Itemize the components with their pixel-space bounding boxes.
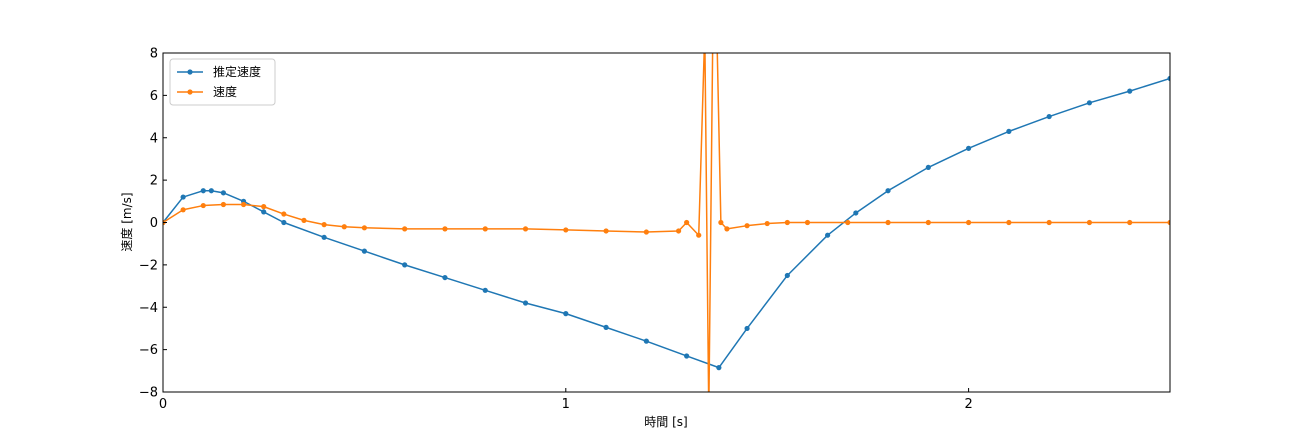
data-point xyxy=(825,232,831,238)
series-1 xyxy=(163,29,1170,416)
data-point xyxy=(361,225,367,231)
data-point xyxy=(1046,219,1052,226)
data-point xyxy=(321,222,327,228)
data-point xyxy=(845,219,851,226)
data-point xyxy=(696,232,702,238)
y-tick-label: −6 xyxy=(139,343,158,358)
legend-label-estimated: 推定速度 xyxy=(213,64,261,79)
legend-marker-speed xyxy=(187,89,193,95)
data-point xyxy=(261,209,267,215)
data-point xyxy=(301,217,307,223)
data-point xyxy=(240,201,247,208)
legend-marker-estimated xyxy=(187,69,193,75)
data-point xyxy=(716,365,722,371)
data-point xyxy=(208,188,214,194)
data-point xyxy=(724,226,730,232)
data-point xyxy=(718,219,724,226)
data-point xyxy=(643,229,649,235)
data-point xyxy=(261,204,267,210)
data-point xyxy=(442,274,448,281)
data-point xyxy=(321,234,327,240)
series-layer xyxy=(163,29,1170,416)
y-tick-label: −8 xyxy=(139,386,158,401)
data-point xyxy=(1086,219,1093,226)
data-point xyxy=(200,202,206,209)
data-point xyxy=(702,29,707,34)
data-point xyxy=(180,207,186,213)
data-point xyxy=(925,219,931,226)
data-point xyxy=(1167,75,1170,82)
legend: 推定速度 速度 xyxy=(169,58,276,106)
legend-label-speed: 速度 xyxy=(213,84,237,99)
data-point xyxy=(1086,100,1093,106)
x-tick-label: 1 xyxy=(562,397,570,412)
data-point xyxy=(281,219,287,226)
data-point xyxy=(764,220,770,227)
data-point xyxy=(522,226,529,232)
data-point xyxy=(442,226,448,232)
data-point xyxy=(925,164,931,171)
data-point xyxy=(885,219,891,226)
series-line xyxy=(163,53,1170,392)
x-tick-label: 0 xyxy=(159,397,167,412)
y-tick-label: −2 xyxy=(139,258,158,273)
data-point xyxy=(200,188,206,194)
data-point xyxy=(220,190,227,196)
ticks-layer: 0 1 2 −8 −6 −4 −2 0 2 4 6 8 xyxy=(139,47,973,413)
data-point xyxy=(643,338,649,344)
data-point xyxy=(341,224,347,230)
data-point xyxy=(603,324,609,330)
data-point xyxy=(966,219,972,226)
data-point xyxy=(744,325,750,332)
data-point xyxy=(706,411,711,416)
y-tick-label: 0 xyxy=(150,216,158,231)
y-tick-label: 6 xyxy=(150,89,158,104)
data-point xyxy=(1006,219,1012,226)
data-point xyxy=(563,311,569,317)
data-point xyxy=(784,272,790,279)
data-point xyxy=(684,353,690,359)
data-point xyxy=(710,29,715,34)
data-point xyxy=(361,248,367,254)
data-point xyxy=(220,201,227,208)
y-tick-label: −4 xyxy=(139,301,158,316)
data-point xyxy=(1127,88,1133,94)
data-point xyxy=(744,223,750,229)
data-point xyxy=(402,262,408,268)
data-point xyxy=(402,226,408,232)
data-point xyxy=(603,228,609,234)
y-axis-label: 速度 [m/s] xyxy=(119,192,134,251)
y-tick-label: 4 xyxy=(150,131,158,146)
data-point xyxy=(853,210,859,216)
data-point xyxy=(684,219,690,226)
data-point xyxy=(966,145,972,151)
data-point xyxy=(1167,219,1170,226)
legend-box xyxy=(169,58,276,106)
data-point xyxy=(522,300,529,306)
data-point xyxy=(1046,113,1052,120)
data-point xyxy=(714,29,719,34)
data-point xyxy=(180,194,186,200)
data-point xyxy=(563,227,569,233)
data-point xyxy=(482,287,488,293)
data-point xyxy=(281,211,287,217)
x-axis-label: 時間 [s] xyxy=(644,415,687,429)
y-tick-label: 2 xyxy=(150,174,158,189)
data-point xyxy=(784,219,790,226)
data-point xyxy=(885,188,891,194)
data-point xyxy=(1127,219,1133,226)
x-tick-label: 2 xyxy=(964,397,972,412)
y-tick-label: 8 xyxy=(150,47,158,62)
data-point xyxy=(1006,128,1012,134)
data-point xyxy=(675,228,682,234)
data-point xyxy=(482,226,488,232)
data-point xyxy=(804,219,811,226)
